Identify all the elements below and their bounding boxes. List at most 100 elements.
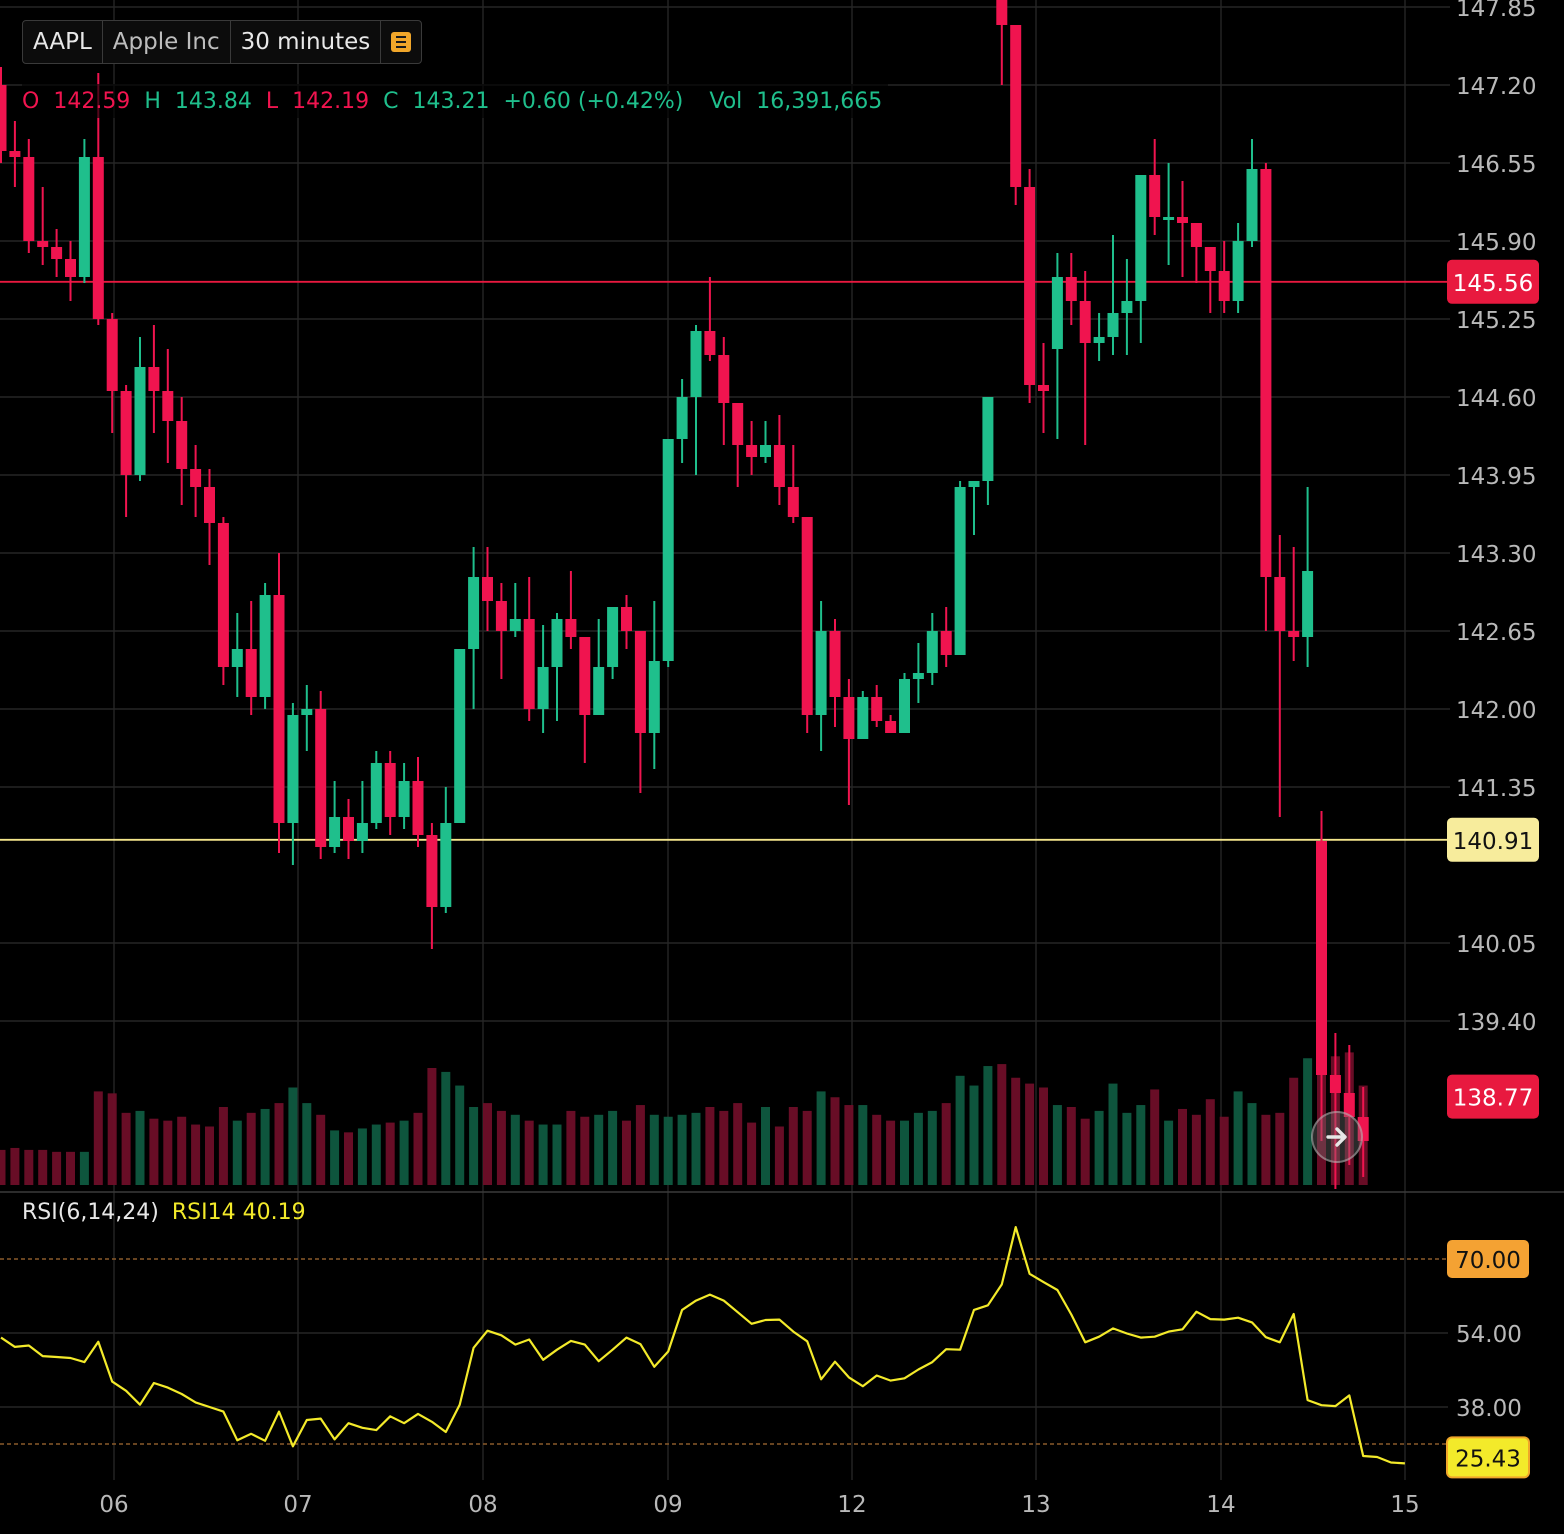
candle-body (871, 697, 883, 721)
candle-body (495, 601, 507, 631)
date-tick-label: 06 (99, 1492, 128, 1518)
price-tick-label: 147.85 (1456, 0, 1536, 22)
candle-body (1093, 337, 1105, 343)
date-tick-label: 13 (1021, 1492, 1050, 1518)
candle-body (787, 487, 799, 517)
candle-body (65, 259, 76, 277)
arrow-right-icon (1326, 1127, 1347, 1147)
candle-body (176, 421, 188, 469)
candle-body (78, 157, 90, 277)
rsi-indicator-label[interactable]: RSI(6,14,24) (22, 1200, 159, 1225)
high-label: H (144, 88, 161, 114)
price-level-tag (1447, 259, 1539, 304)
scroll-to-latest-button[interactable] (1311, 1111, 1363, 1163)
price-tick-label: 145.25 (1456, 308, 1536, 334)
candle-body (1038, 385, 1049, 391)
volume-bar (385, 1122, 395, 1185)
candle-body (162, 391, 174, 421)
candle-body (634, 631, 646, 733)
candle-body (315, 709, 327, 847)
volume-bar (1178, 1108, 1187, 1185)
volume-bar (524, 1120, 534, 1185)
volume-bar (413, 1112, 423, 1185)
volume-bar (913, 1112, 923, 1185)
candle-body (0, 85, 7, 151)
date-tick-label: 08 (468, 1492, 497, 1518)
volume-bar (747, 1122, 757, 1185)
candle-body (579, 637, 591, 715)
price-tick-label: 144.60 (1456, 386, 1536, 412)
candle-body (815, 631, 827, 715)
volume-bar (371, 1124, 381, 1185)
volume-bar (1303, 1058, 1313, 1185)
candle-body (1288, 631, 1300, 637)
rsi-current-tag (1446, 1436, 1530, 1479)
candle-body (398, 781, 410, 817)
candle-body (885, 721, 897, 733)
volume-bar (900, 1120, 909, 1185)
candle-body (607, 607, 619, 667)
price-tick-label: 141.35 (1456, 776, 1536, 802)
candle-body (676, 397, 688, 439)
candle-body (1316, 841, 1327, 1075)
volume-bar (927, 1110, 937, 1185)
volume-bar (441, 1071, 451, 1185)
volume-bar (622, 1120, 631, 1185)
rsi-tick-label: 54.00 (1456, 1322, 1522, 1348)
interval-selector[interactable]: 30 minutes (231, 21, 382, 63)
candle-body (217, 523, 229, 667)
volume-bar (10, 1147, 20, 1185)
volume-bar (357, 1128, 367, 1185)
price-tick-label: 145.90 (1456, 230, 1536, 256)
candle-body (23, 157, 35, 241)
candle-body (1190, 223, 1202, 247)
volume-bar (788, 1107, 798, 1185)
symbol-info-chip[interactable]: AAPL Apple Inc 30 minutes (22, 20, 423, 64)
candle-body (454, 649, 466, 823)
open-value: 142.59 (53, 88, 131, 114)
candle-body (37, 241, 49, 247)
candle-body (801, 517, 813, 715)
candle-body (912, 673, 924, 679)
volume-bar (705, 1107, 715, 1185)
volume-bar (552, 1124, 562, 1185)
volume-bar (649, 1114, 659, 1185)
menu-button[interactable] (381, 21, 421, 63)
candle-body (245, 649, 257, 697)
volume-bar (427, 1068, 437, 1185)
candle-body (190, 469, 202, 487)
candle-body (1343, 1093, 1355, 1117)
rsi-current-tag-label: 25.43 (1455, 1446, 1521, 1472)
volume-bar (1261, 1114, 1271, 1185)
volume-bar (580, 1116, 590, 1185)
axis-labels: 147.85 147.20 146.55 145.90 145.25 144.60 143.… (99, 0, 1536, 1518)
candle-body (968, 481, 980, 487)
volume-bar (107, 1093, 117, 1185)
candle-body (287, 715, 299, 823)
low-value: 142.19 (292, 88, 370, 114)
candle-body (593, 667, 605, 715)
candle-body (51, 247, 63, 259)
volume-bar (955, 1075, 965, 1185)
volume-bar (302, 1103, 312, 1185)
volume-bar (399, 1120, 409, 1185)
volume-bar (1233, 1091, 1243, 1185)
volume-bar (538, 1124, 548, 1185)
price-tick-label: 140.05 (1456, 932, 1536, 958)
price-level-tag-label: 138.77 (1453, 1086, 1533, 1112)
volume-bar (802, 1110, 812, 1185)
candle-body (1260, 169, 1272, 577)
candle-body (204, 487, 215, 523)
volume-bar (38, 1149, 48, 1185)
volume-value: 16,391,665 (756, 88, 883, 114)
price-tags: 145.56 140.91 138.77 70.00 25.43 (1446, 259, 1539, 1479)
candle-body (9, 151, 21, 157)
symbol-label[interactable]: AAPL (23, 21, 103, 63)
volume-bar (719, 1110, 729, 1185)
rsi-legend[interactable]: RSI(6,14,24) RSI14 40.19 (22, 1200, 306, 1225)
candle-body (1274, 577, 1286, 631)
volume-bar (274, 1103, 284, 1185)
candle-body (1024, 187, 1036, 385)
candle-body (773, 445, 785, 487)
